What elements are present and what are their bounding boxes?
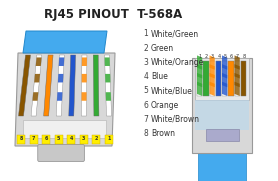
Polygon shape: [197, 82, 202, 96]
Bar: [192, 58, 252, 153]
Text: Blue: Blue: [151, 72, 168, 81]
Text: White/Brown: White/Brown: [151, 115, 200, 124]
Polygon shape: [33, 92, 38, 101]
Text: Green: Green: [151, 44, 174, 53]
Polygon shape: [222, 55, 227, 70]
Polygon shape: [81, 92, 86, 101]
Text: 4: 4: [217, 54, 220, 60]
Text: 1: 1: [198, 54, 202, 60]
Text: 8: 8: [143, 129, 148, 138]
Bar: [92, 134, 100, 144]
Bar: [197, 61, 202, 96]
Polygon shape: [210, 73, 215, 87]
Bar: [67, 134, 75, 144]
Text: 1: 1: [107, 136, 111, 142]
Bar: [105, 134, 113, 144]
Text: 3: 3: [143, 58, 148, 67]
Polygon shape: [81, 55, 87, 116]
Polygon shape: [235, 64, 240, 79]
Polygon shape: [222, 73, 227, 87]
Polygon shape: [58, 74, 63, 83]
Text: 5: 5: [57, 136, 60, 142]
Polygon shape: [57, 92, 63, 101]
Text: 8: 8: [19, 136, 23, 142]
Polygon shape: [19, 55, 31, 116]
Text: 2: 2: [143, 44, 148, 53]
Polygon shape: [197, 55, 202, 70]
Text: 3: 3: [211, 54, 214, 60]
Bar: [205, 129, 239, 141]
Text: 8: 8: [242, 54, 245, 60]
Bar: [23, 120, 106, 138]
Text: RJ45 PINOUT  T-568A: RJ45 PINOUT T-568A: [44, 8, 182, 21]
Text: 3: 3: [82, 136, 86, 142]
Polygon shape: [93, 55, 99, 116]
Bar: [216, 61, 221, 96]
Text: 7: 7: [143, 115, 148, 124]
Text: White/Blue: White/Blue: [151, 86, 193, 95]
FancyBboxPatch shape: [38, 144, 85, 161]
Bar: [210, 61, 215, 96]
Text: White/Orange: White/Orange: [151, 58, 204, 67]
Polygon shape: [82, 57, 87, 66]
Bar: [195, 100, 249, 130]
Text: 2: 2: [205, 54, 208, 60]
Text: 7: 7: [236, 54, 239, 60]
Text: 5: 5: [143, 86, 148, 95]
Bar: [195, 58, 249, 100]
Text: Brown: Brown: [151, 129, 175, 138]
Text: 6: 6: [44, 136, 48, 142]
Polygon shape: [15, 53, 115, 146]
Polygon shape: [105, 57, 110, 66]
Text: Orange: Orange: [151, 100, 179, 110]
Bar: [235, 61, 240, 96]
Text: 4: 4: [70, 136, 73, 142]
Polygon shape: [235, 82, 240, 96]
Polygon shape: [222, 64, 227, 79]
Polygon shape: [235, 73, 240, 87]
Bar: [198, 153, 246, 181]
Polygon shape: [105, 74, 110, 83]
Text: 4: 4: [143, 72, 148, 81]
Text: 6: 6: [143, 100, 148, 110]
Polygon shape: [105, 55, 111, 116]
Bar: [80, 134, 88, 144]
Polygon shape: [36, 57, 41, 66]
Polygon shape: [235, 55, 240, 70]
Polygon shape: [210, 64, 215, 79]
Bar: [222, 61, 227, 96]
Text: 1: 1: [143, 30, 148, 39]
Polygon shape: [59, 57, 64, 66]
Bar: [203, 61, 208, 96]
Polygon shape: [210, 55, 215, 70]
Polygon shape: [106, 92, 111, 101]
Polygon shape: [56, 55, 64, 116]
Polygon shape: [197, 64, 202, 79]
Bar: [241, 61, 246, 96]
Polygon shape: [82, 74, 87, 83]
Text: 7: 7: [32, 136, 35, 142]
Bar: [55, 134, 63, 144]
Bar: [29, 134, 38, 144]
Text: 2: 2: [95, 136, 98, 142]
Polygon shape: [23, 31, 107, 53]
Polygon shape: [31, 55, 42, 116]
Polygon shape: [69, 55, 76, 116]
Bar: [42, 134, 50, 144]
Text: White/Green: White/Green: [151, 30, 199, 39]
Polygon shape: [210, 82, 215, 96]
Polygon shape: [197, 73, 202, 87]
Bar: [228, 61, 234, 96]
Polygon shape: [44, 55, 53, 116]
Text: 6: 6: [230, 54, 233, 60]
Polygon shape: [222, 82, 227, 96]
Polygon shape: [34, 74, 40, 83]
Bar: [17, 134, 25, 144]
Text: 5: 5: [224, 54, 227, 60]
